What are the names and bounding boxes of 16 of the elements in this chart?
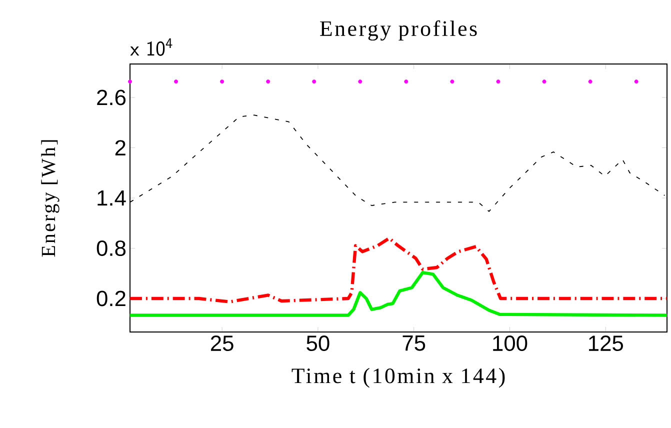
x-tick-label: 100 <box>493 336 528 352</box>
line-series <box>128 236 669 304</box>
y-tick-label: 0.2 <box>96 290 126 306</box>
y-tick-label: 2 <box>115 140 126 156</box>
line-series <box>128 270 669 317</box>
y-tick-label: 2.6 <box>97 90 126 106</box>
chart-title: Energy profiles <box>320 20 477 41</box>
x-tick-label: 75 <box>402 336 426 351</box>
x-axis-title: Time t (10min x 144) <box>292 368 505 388</box>
x-tick-label: 25 <box>210 336 234 352</box>
x-tick-label: 125 <box>589 336 623 352</box>
text: x 10$^{4}$ <box>130 38 172 56</box>
y-tick-label: 0.8 <box>96 240 126 256</box>
x-tick-label: 50 <box>306 336 330 352</box>
y-tick-label: 1.4 <box>98 190 126 206</box>
y-axis-title: Energy [Wh] <box>41 140 60 257</box>
